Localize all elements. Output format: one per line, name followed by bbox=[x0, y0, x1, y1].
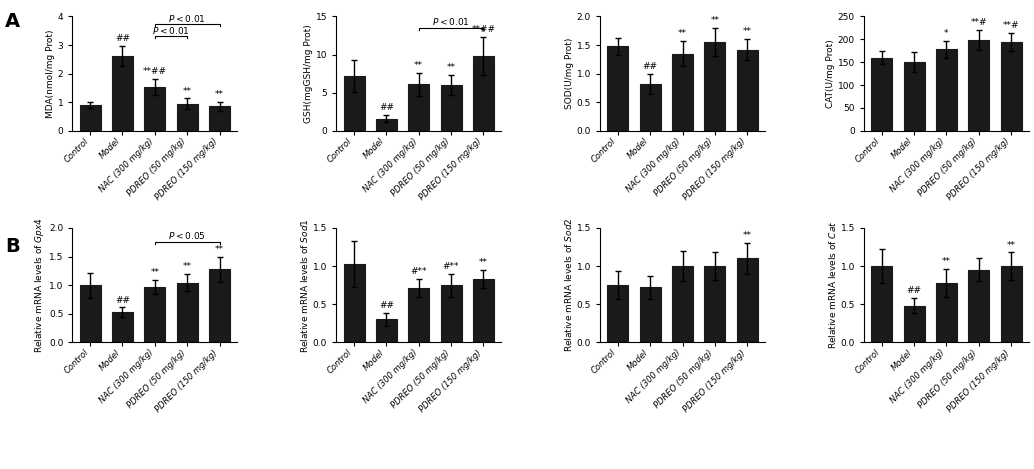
Bar bbox=[177, 104, 197, 131]
Text: **: ** bbox=[183, 87, 191, 96]
Text: ##: ## bbox=[378, 301, 394, 310]
Text: **: ** bbox=[742, 27, 752, 37]
Bar bbox=[473, 279, 494, 342]
Bar bbox=[936, 49, 956, 131]
Text: $\mathit{P<0.05}$: $\mathit{P<0.05}$ bbox=[169, 230, 206, 242]
Bar bbox=[872, 58, 892, 131]
Text: $\mathit{P<0.01}$: $\mathit{P<0.01}$ bbox=[152, 24, 190, 36]
Text: **: ** bbox=[183, 263, 191, 272]
Bar bbox=[704, 42, 726, 131]
Y-axis label: Relative mRNA levels of $\mathit{Sod1}$: Relative mRNA levels of $\mathit{Sod1}$ bbox=[299, 218, 310, 353]
Bar bbox=[607, 46, 629, 131]
Bar bbox=[209, 106, 230, 131]
Text: **: ** bbox=[479, 258, 488, 267]
Bar bbox=[112, 312, 133, 342]
Bar bbox=[408, 84, 429, 131]
Bar bbox=[872, 266, 892, 342]
Text: B: B bbox=[5, 237, 20, 256]
Bar bbox=[736, 50, 758, 131]
Text: **: ** bbox=[1006, 241, 1015, 250]
Bar bbox=[112, 56, 133, 131]
Bar bbox=[375, 119, 397, 131]
Text: **: ** bbox=[215, 91, 224, 99]
Y-axis label: CAT(U/mg Prot): CAT(U/mg Prot) bbox=[826, 39, 834, 108]
Text: **: ** bbox=[215, 245, 224, 254]
Text: ##: ## bbox=[907, 286, 921, 295]
Bar bbox=[145, 287, 165, 342]
Text: A: A bbox=[5, 12, 21, 31]
Text: **: ** bbox=[447, 63, 456, 72]
Text: **#: **# bbox=[971, 18, 987, 27]
Text: ##: ## bbox=[115, 34, 130, 43]
Bar bbox=[473, 56, 494, 131]
Text: **##: **## bbox=[143, 68, 166, 76]
Bar bbox=[904, 306, 924, 342]
Text: #**: #** bbox=[410, 267, 427, 276]
Text: #**: #** bbox=[443, 262, 459, 271]
Bar bbox=[440, 285, 461, 342]
Bar bbox=[209, 269, 230, 342]
Bar bbox=[177, 283, 197, 342]
Bar bbox=[1001, 266, 1022, 342]
Bar bbox=[343, 264, 365, 342]
Text: $\mathit{P<0.01}$: $\mathit{P<0.01}$ bbox=[432, 16, 469, 27]
Text: $\mathit{P<0.01}$: $\mathit{P<0.01}$ bbox=[169, 13, 206, 23]
Text: **: ** bbox=[415, 61, 423, 70]
Bar bbox=[704, 266, 726, 342]
Y-axis label: MDA(nmol/mg Prot): MDA(nmol/mg Prot) bbox=[45, 30, 55, 118]
Bar bbox=[408, 288, 429, 342]
Bar bbox=[968, 270, 990, 342]
Y-axis label: Relative mRNA levels of $\mathit{Gpx4}$: Relative mRNA levels of $\mathit{Gpx4}$ bbox=[33, 217, 47, 353]
Bar bbox=[736, 258, 758, 342]
Bar bbox=[640, 84, 661, 131]
Text: **#: **# bbox=[1003, 21, 1020, 30]
Bar bbox=[343, 76, 365, 131]
Bar bbox=[607, 285, 629, 342]
Text: ##: ## bbox=[643, 62, 658, 71]
Bar bbox=[80, 285, 100, 342]
Bar bbox=[1001, 42, 1022, 131]
Bar bbox=[968, 40, 990, 131]
Bar bbox=[672, 266, 693, 342]
Text: **##: **## bbox=[472, 25, 495, 34]
Bar bbox=[904, 62, 924, 131]
Text: **: ** bbox=[150, 268, 159, 277]
Y-axis label: Relative mRNA levels of $\mathit{Sod2}$: Relative mRNA levels of $\mathit{Sod2}$ bbox=[562, 218, 574, 352]
Text: **: ** bbox=[742, 231, 752, 241]
Bar bbox=[640, 287, 661, 342]
Text: **: ** bbox=[678, 29, 687, 38]
Text: *: * bbox=[944, 29, 948, 38]
Y-axis label: Relative mRNA levels of $\mathit{Cat}$: Relative mRNA levels of $\mathit{Cat}$ bbox=[827, 221, 838, 349]
Bar bbox=[440, 85, 461, 131]
Text: **: ** bbox=[942, 257, 951, 266]
Bar bbox=[936, 283, 956, 342]
Bar bbox=[80, 105, 100, 131]
Text: ##: ## bbox=[115, 295, 130, 305]
Bar bbox=[145, 87, 165, 131]
Bar bbox=[672, 53, 693, 131]
Text: ##: ## bbox=[378, 103, 394, 112]
Bar bbox=[375, 319, 397, 342]
Y-axis label: GSH(mgGSH/mg Prot): GSH(mgGSH/mg Prot) bbox=[304, 24, 313, 123]
Text: **: ** bbox=[710, 16, 720, 25]
Y-axis label: SOD(U/mg Prot): SOD(U/mg Prot) bbox=[565, 38, 574, 109]
